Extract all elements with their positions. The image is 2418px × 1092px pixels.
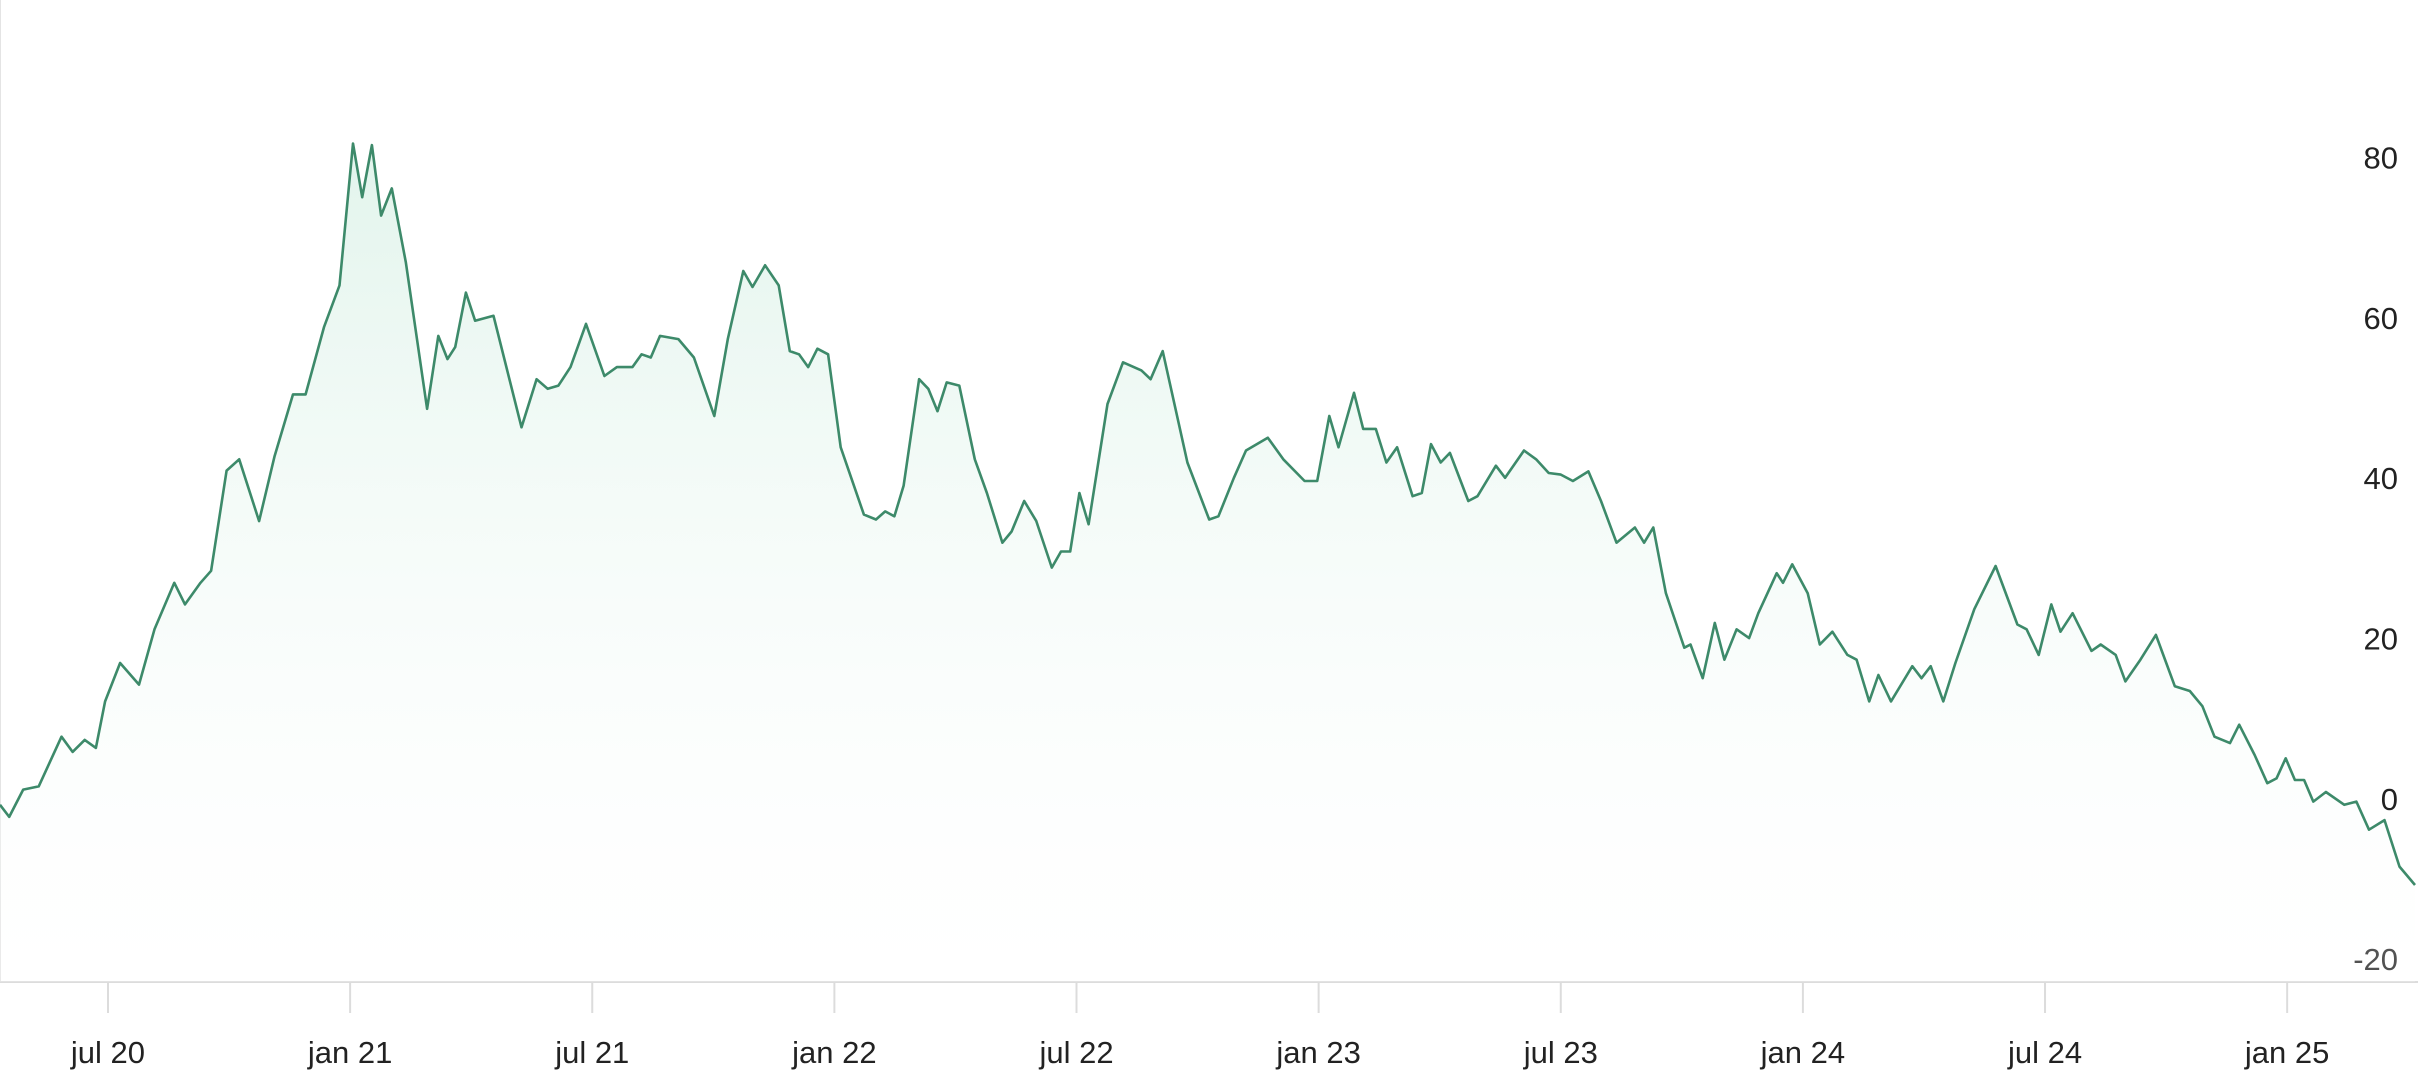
x-tick-label: jul 24 <box>2007 1035 2082 1070</box>
y-tick-label: 0 <box>2381 782 2398 817</box>
x-tick-label: jan 22 <box>791 1035 876 1070</box>
y-tick-label: 20 <box>2364 621 2398 656</box>
x-tick-label: jul 22 <box>1038 1035 1113 1070</box>
x-tick-label: jul 20 <box>70 1035 145 1070</box>
area-fill <box>0 143 2415 982</box>
y-tick-label: 80 <box>2364 141 2398 176</box>
x-tick-label: jan 23 <box>1275 1035 1360 1070</box>
x-tick-label: jan 25 <box>2244 1035 2329 1070</box>
y-tick-label: 40 <box>2364 461 2398 496</box>
x-tick-label: jul 21 <box>554 1035 629 1070</box>
x-tick-label: jan 21 <box>307 1035 392 1070</box>
x-tick-label: jul 23 <box>1523 1035 1598 1070</box>
x-tick-label: jan 24 <box>1760 1035 1845 1070</box>
line <box>0 142 2416 886</box>
y-tick-label: 60 <box>2364 301 2398 336</box>
